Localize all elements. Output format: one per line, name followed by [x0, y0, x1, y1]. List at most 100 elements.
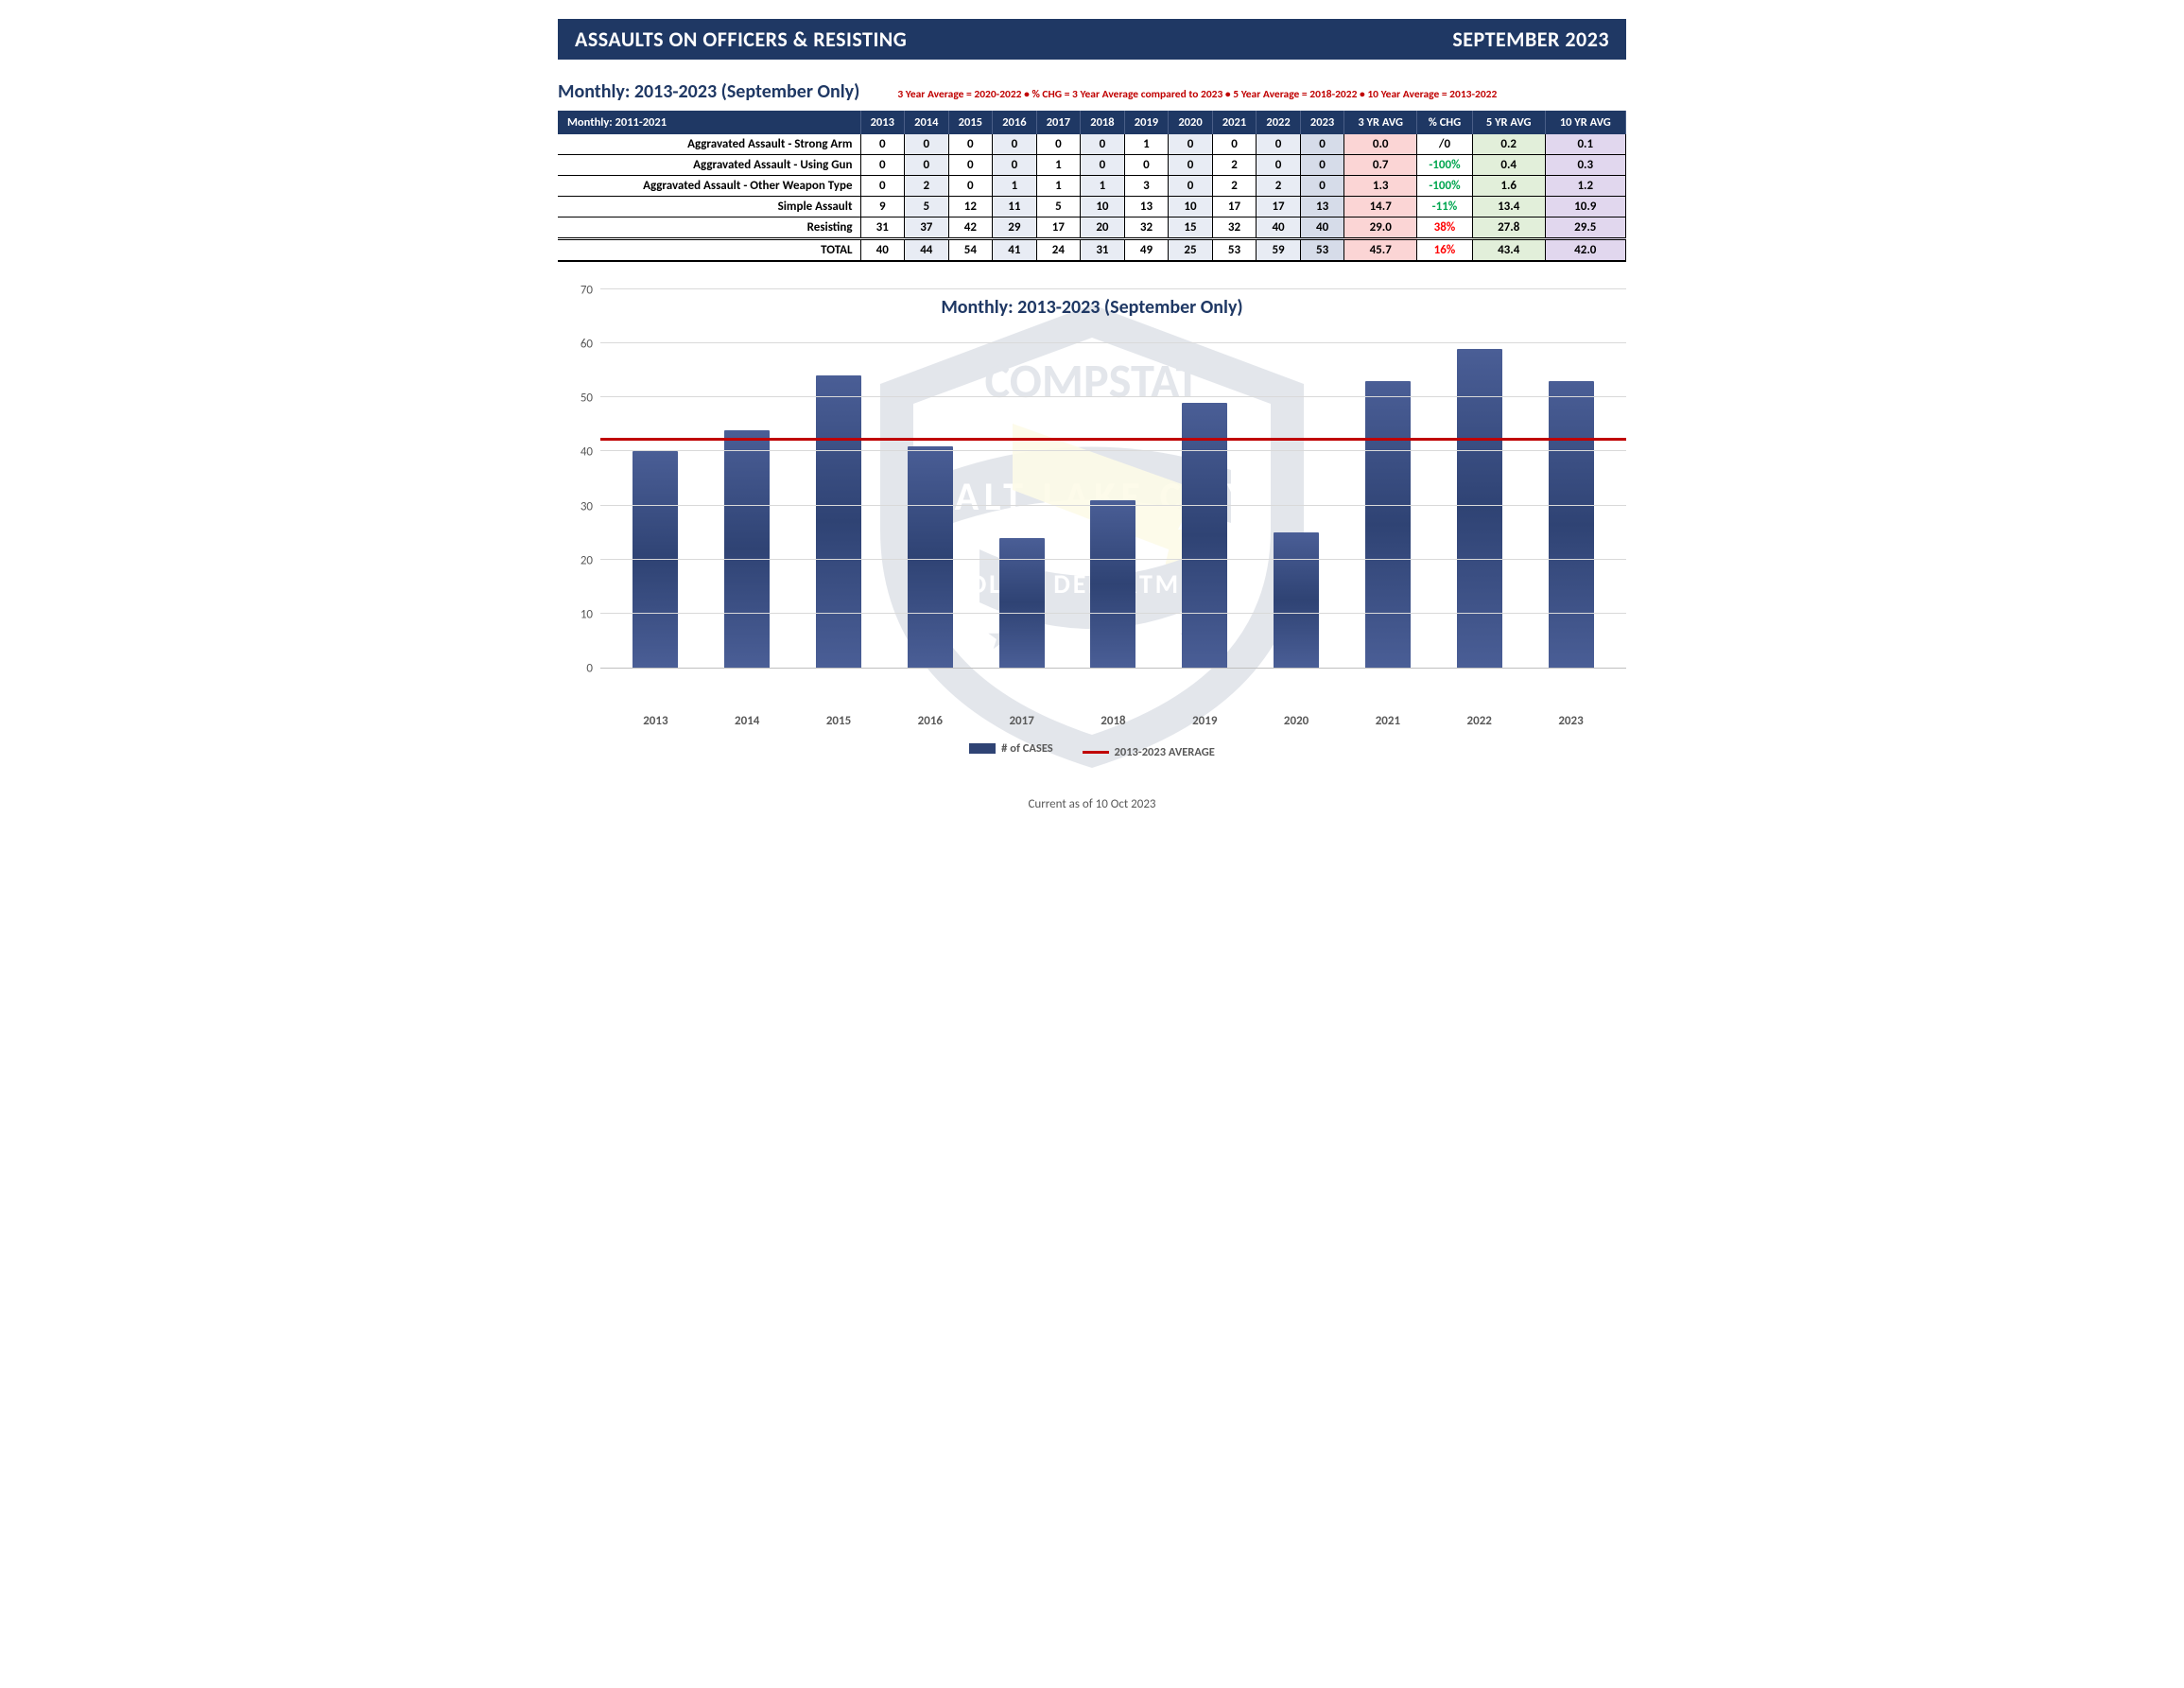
bar	[1274, 532, 1319, 668]
data-cell: 53	[1300, 239, 1344, 262]
table-row: Aggravated Assault - Using Gun0000100020…	[558, 155, 1626, 176]
data-cell: 13	[1300, 197, 1344, 218]
stat-cell: 0.1	[1545, 134, 1625, 155]
data-cell: 0	[948, 176, 993, 197]
bar-slot	[793, 290, 885, 668]
grid-line	[600, 613, 1626, 614]
grid-line	[600, 396, 1626, 397]
stat-cell: 13.4	[1472, 197, 1545, 218]
bar-slot	[1343, 290, 1434, 668]
col-header-year: 2017	[1036, 111, 1081, 134]
legend-item-cases: # of CASES	[969, 741, 1053, 756]
stat-cell: /0	[1417, 134, 1473, 155]
y-tick-label: 0	[586, 662, 593, 676]
data-cell: 5	[1036, 197, 1081, 218]
data-cell: 10	[1081, 197, 1125, 218]
chart-y-axis: 010203040506070	[558, 290, 600, 669]
averages-legend-note: 3 Year Average = 2020-2022 • % CHG = 3 Y…	[897, 88, 1497, 101]
chart-container: Monthly: 2013-2023 (September Only) 0102…	[558, 290, 1626, 759]
data-cell: 1	[1081, 176, 1125, 197]
data-cell: 59	[1257, 239, 1301, 262]
stat-cell: 27.8	[1472, 218, 1545, 239]
data-cell: 37	[905, 218, 949, 239]
stat-cell: 14.7	[1344, 197, 1417, 218]
data-cell: 0	[993, 155, 1037, 176]
table-row: Simple Assault951211510131017171314.7-11…	[558, 197, 1626, 218]
section-subtitle: Monthly: 2013-2023 (September Only)	[558, 80, 859, 103]
data-cell: 17	[1257, 197, 1301, 218]
x-tick-label: 2014	[702, 714, 793, 728]
data-cell: 0	[1081, 134, 1125, 155]
data-cell: 20	[1081, 218, 1125, 239]
x-tick-label: 2019	[1159, 714, 1251, 728]
data-cell: 15	[1169, 218, 1213, 239]
stat-cell: -100%	[1417, 176, 1473, 197]
data-cell: 41	[993, 239, 1037, 262]
data-cell: 54	[948, 239, 993, 262]
data-cell: 25	[1169, 239, 1213, 262]
data-cell: 0	[1124, 155, 1169, 176]
bar-slot	[1251, 290, 1343, 668]
bar	[999, 538, 1045, 668]
data-cell: 0	[860, 155, 905, 176]
x-tick-label: 2023	[1525, 714, 1617, 728]
bar-slot	[1433, 290, 1525, 668]
data-cell: 2	[905, 176, 949, 197]
col-header-stat: % CHG	[1417, 111, 1473, 134]
data-cell: 0	[905, 134, 949, 155]
data-cell: 5	[905, 197, 949, 218]
col-header-year: 2021	[1212, 111, 1257, 134]
data-cell: 0	[1169, 155, 1213, 176]
data-cell: 0	[1169, 176, 1213, 197]
data-cell: 0	[1257, 134, 1301, 155]
row-label: Resisting	[558, 218, 860, 239]
stat-cell: 0.4	[1472, 155, 1545, 176]
data-cell: 2	[1212, 155, 1257, 176]
data-cell: 11	[993, 197, 1037, 218]
data-cell: 2	[1257, 176, 1301, 197]
bar-slot	[702, 290, 793, 668]
data-cell: 12	[948, 197, 993, 218]
data-cell: 17	[1212, 197, 1257, 218]
row-label: Aggravated Assault - Using Gun	[558, 155, 860, 176]
data-cell: 31	[860, 218, 905, 239]
data-cell: 1	[993, 176, 1037, 197]
data-cell: 0	[860, 134, 905, 155]
y-tick-label: 50	[581, 392, 593, 406]
bar-slot	[976, 290, 1067, 668]
y-tick-label: 40	[581, 445, 593, 460]
bar-slot	[1525, 290, 1617, 668]
data-cell: 1	[1036, 155, 1081, 176]
chart-x-axis: 2013201420152016201720182019202020212022…	[558, 706, 1626, 728]
data-cell: 31	[1081, 239, 1125, 262]
data-cell: 0	[948, 155, 993, 176]
stat-cell: 29.0	[1344, 218, 1417, 239]
col-header-year: 2019	[1124, 111, 1169, 134]
stat-cell: -11%	[1417, 197, 1473, 218]
col-header-stat: 3 YR AVG	[1344, 111, 1417, 134]
row-label: TOTAL	[558, 239, 860, 262]
data-cell: 13	[1124, 197, 1169, 218]
data-cell: 0	[1300, 176, 1344, 197]
col-header-year: 2015	[948, 111, 993, 134]
table-row: Resisting313742291720321532404029.038%27…	[558, 218, 1626, 239]
stat-cell: 16%	[1417, 239, 1473, 262]
data-cell: 1	[1036, 176, 1081, 197]
y-tick-label: 30	[581, 499, 593, 513]
col-header-year: 2014	[905, 111, 949, 134]
data-cell: 0	[860, 176, 905, 197]
col-header-stat: 5 YR AVG	[1472, 111, 1545, 134]
chart-plot-area	[600, 290, 1626, 669]
table-row: Aggravated Assault - Other Weapon Type02…	[558, 176, 1626, 197]
stat-cell: 0.3	[1545, 155, 1625, 176]
data-cell: 0	[948, 134, 993, 155]
y-tick-label: 20	[581, 553, 593, 567]
page-footer: Current as of 10 Oct 2023	[558, 797, 1626, 811]
col-header-year: 2020	[1169, 111, 1213, 134]
data-cell: 0	[1212, 134, 1257, 155]
bar	[816, 375, 861, 668]
data-cell: 9	[860, 197, 905, 218]
table-header-label: Monthly: 2011-2021	[558, 111, 860, 134]
grid-line	[600, 505, 1626, 506]
legend-swatch-line	[1083, 751, 1109, 754]
